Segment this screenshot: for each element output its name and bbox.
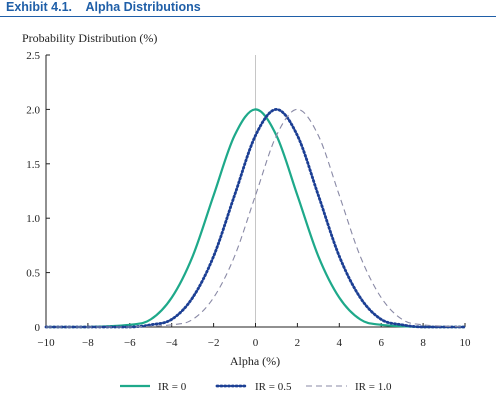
y-tick-label: 1.0 (26, 213, 40, 225)
x-tick-label: −2 (208, 337, 220, 349)
title-rule (0, 16, 496, 17)
x-tick-label: −6 (124, 337, 136, 349)
x-tick-label: 4 (337, 337, 343, 349)
x-tick-label: −10 (37, 337, 55, 349)
y-tick-label: 1.5 (26, 159, 40, 171)
legend-label-3: IR = 1.0 (355, 381, 392, 393)
y-tick-label: 0.5 (26, 268, 40, 280)
legend-label-2: IR = 0.5 (255, 381, 292, 393)
series-line-2 (44, 107, 467, 329)
x-tick-label: −8 (82, 337, 94, 349)
series-line-3 (46, 108, 466, 328)
exhibit-title: Exhibit 4.1. Alpha Distributions (6, 0, 201, 14)
plot-area: 0 0.5 1.0 1.5 2.0 2.5 −10 −8 −6 −4 −2 0 2 4 6 8 10 (26, 50, 471, 349)
exhibit-label: Exhibit 4.1. (6, 0, 72, 14)
y-tick-label: 2.0 (26, 104, 40, 116)
x-tick-label: 0 (253, 337, 259, 349)
legend: IR = 0 IR = 0.5 IR = 1.0 (120, 381, 392, 393)
x-tick-label: 8 (420, 337, 426, 349)
legend-label-1: IR = 0 (158, 381, 187, 393)
y-tick-label: 0 (35, 322, 41, 334)
x-axis-label: Alpha (%) (230, 354, 280, 368)
x-tick-label: 2 (295, 337, 301, 349)
series-line-1 (46, 108, 465, 329)
y-tick-label: 2.5 (26, 50, 40, 62)
y-axis-label: Probability Distribution (%) (22, 31, 157, 45)
exhibit-heading: Alpha Distributions (85, 0, 201, 14)
x-tick-label: 6 (378, 337, 384, 349)
x-tick-label: 10 (460, 337, 472, 349)
x-tick-label: −4 (166, 337, 178, 349)
